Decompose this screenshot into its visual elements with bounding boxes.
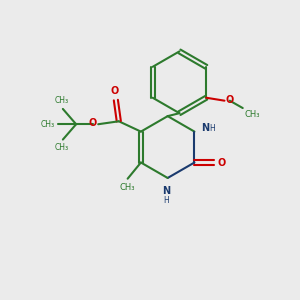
Text: N: N [162,186,170,196]
Text: O: O [110,86,118,96]
Text: CH₃: CH₃ [54,143,68,152]
Text: CH₃: CH₃ [41,120,55,129]
Text: O: O [88,118,97,128]
Text: CH₃: CH₃ [54,96,68,105]
Text: N: N [201,123,209,133]
Text: O: O [225,95,234,105]
Text: CH₃: CH₃ [244,110,260,118]
Text: O: O [218,158,226,167]
Text: H: H [209,124,215,133]
Text: H: H [163,196,169,205]
Text: CH₃: CH₃ [120,183,135,192]
